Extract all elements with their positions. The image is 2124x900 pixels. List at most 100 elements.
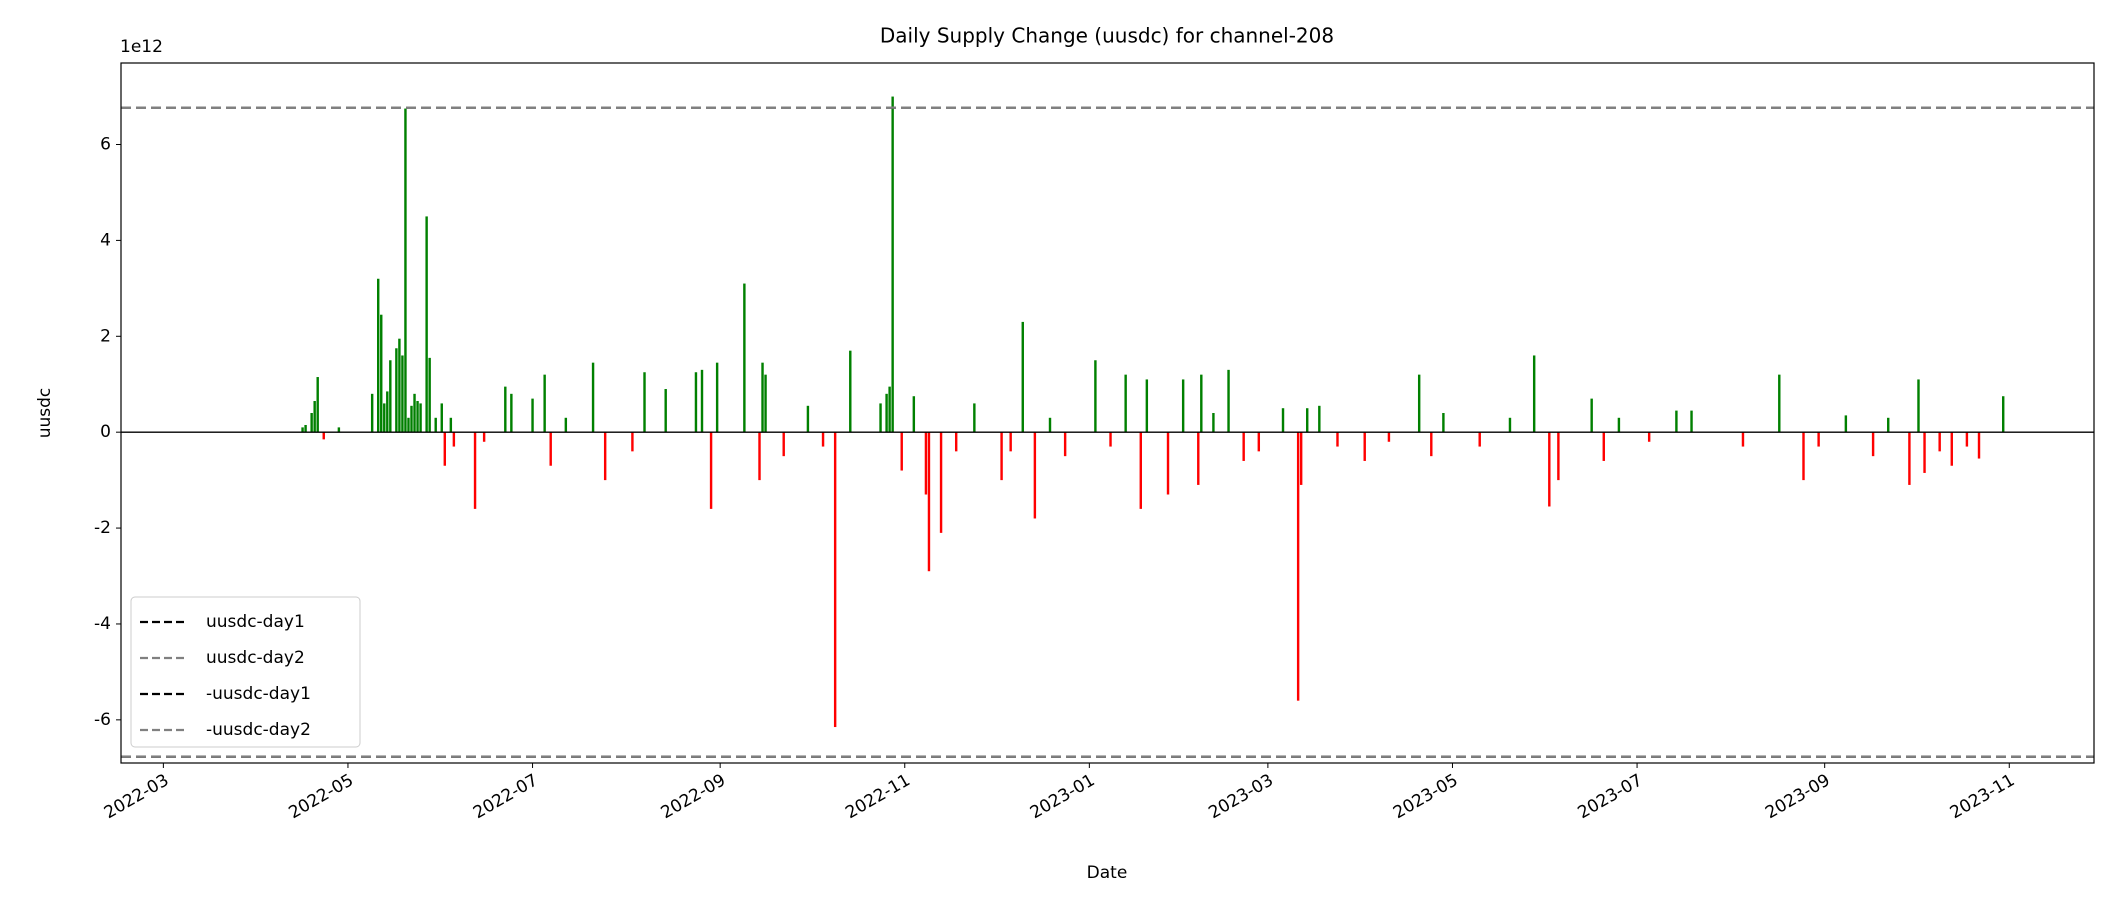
bar: [849, 350, 852, 433]
bar: [1950, 432, 1953, 466]
bar: [1166, 432, 1170, 495]
bar: [443, 432, 447, 466]
bar: [304, 424, 307, 433]
bar: [404, 108, 407, 433]
bar: [428, 357, 431, 433]
bar: [1741, 432, 1745, 447]
bar: [370, 393, 374, 433]
bar: [1336, 432, 1339, 447]
plot-frame: [120, 62, 2095, 764]
bar: [1197, 432, 1200, 485]
x-tick-label: 2022-07: [470, 770, 542, 823]
bar: [531, 398, 534, 433]
x-tick-label: 2022-03: [101, 770, 173, 823]
bar: [700, 369, 704, 433]
bar: [1021, 321, 1024, 433]
legend-label: -uusdc-day1: [206, 684, 311, 704]
bar: [440, 403, 443, 433]
bar: [1063, 432, 1067, 457]
bar: [900, 432, 903, 471]
bar: [888, 386, 891, 433]
bar: [395, 348, 398, 433]
bar: [1871, 432, 1875, 457]
bar: [1590, 398, 1593, 433]
bar: [1923, 432, 1926, 473]
bar: [1548, 432, 1551, 507]
bar: [1690, 410, 1693, 433]
bar: [1602, 432, 1605, 461]
bar: [1557, 432, 1560, 481]
x-tick-label: 2023-11: [1947, 770, 2019, 823]
bar: [879, 403, 882, 433]
bar: [313, 401, 316, 433]
bar: [1281, 408, 1285, 433]
bar: [806, 405, 810, 433]
bar: [954, 432, 958, 452]
bar: [1908, 432, 1911, 485]
bar: [1363, 432, 1366, 461]
y-tick-label: 6: [100, 135, 111, 155]
bar: [1887, 417, 1890, 433]
bar: [1917, 379, 1920, 433]
bar: [434, 417, 437, 433]
y-tick-label: -2: [94, 518, 111, 538]
legend-box: [130, 596, 361, 748]
bar: [401, 355, 404, 433]
bar: [337, 427, 341, 433]
bar: [1844, 415, 1848, 433]
bar: [1508, 417, 1512, 433]
x-tick-label: 2022-11: [842, 770, 914, 823]
bar: [473, 432, 477, 509]
bar: [891, 96, 894, 433]
bar: [643, 372, 646, 433]
bar: [1802, 432, 1805, 481]
bar: [1778, 374, 1781, 433]
bar: [664, 389, 667, 433]
bar: [1817, 432, 1820, 447]
bar: [631, 432, 634, 452]
bar: [301, 427, 304, 433]
bar: [764, 374, 767, 433]
bar: [1318, 405, 1321, 433]
bar: [1617, 417, 1621, 433]
bar: [564, 417, 568, 433]
bar: [709, 432, 713, 509]
bar: [1532, 355, 1536, 433]
bar: [591, 362, 595, 433]
y-axis-label: uusdc: [35, 388, 55, 439]
x-tick-label: 2022-09: [658, 770, 730, 823]
bar: [694, 372, 698, 433]
bar: [380, 314, 383, 433]
bar: [510, 393, 513, 433]
bar: [782, 432, 785, 457]
bar: [407, 417, 410, 433]
x-tick-label: 2023-03: [1205, 770, 1277, 823]
y-tick-label: 4: [100, 230, 111, 250]
y-tick-label: 0: [100, 422, 111, 442]
bar: [1242, 432, 1245, 461]
legend: uusdc-day1 uusdc-day2 -uusdc-day1 -uusdc-da…: [130, 596, 361, 748]
bar: [543, 374, 546, 433]
x-tick-label: 2023-01: [1027, 770, 1099, 823]
bar: [1977, 432, 1981, 459]
bar: [1299, 432, 1303, 485]
bar: [1212, 413, 1215, 433]
bar: [549, 432, 552, 466]
bar: [2002, 396, 2005, 433]
bar: [1430, 432, 1433, 457]
bar: [1417, 374, 1421, 433]
bar: [1124, 374, 1127, 433]
legend-label: uusdc-day2: [206, 648, 305, 668]
bar: [1296, 432, 1300, 701]
bar: [603, 432, 607, 481]
bar: [452, 432, 456, 447]
bar: [1965, 432, 1969, 447]
bar: [973, 403, 976, 433]
bar: [1938, 432, 1941, 452]
legend-label: uusdc-day1: [206, 612, 305, 632]
x-tick-label: 2023-09: [1762, 770, 1834, 823]
bar: [833, 432, 837, 728]
y-offset-label: 1e12: [120, 37, 163, 57]
x-tick-label: 2022-05: [285, 770, 357, 823]
